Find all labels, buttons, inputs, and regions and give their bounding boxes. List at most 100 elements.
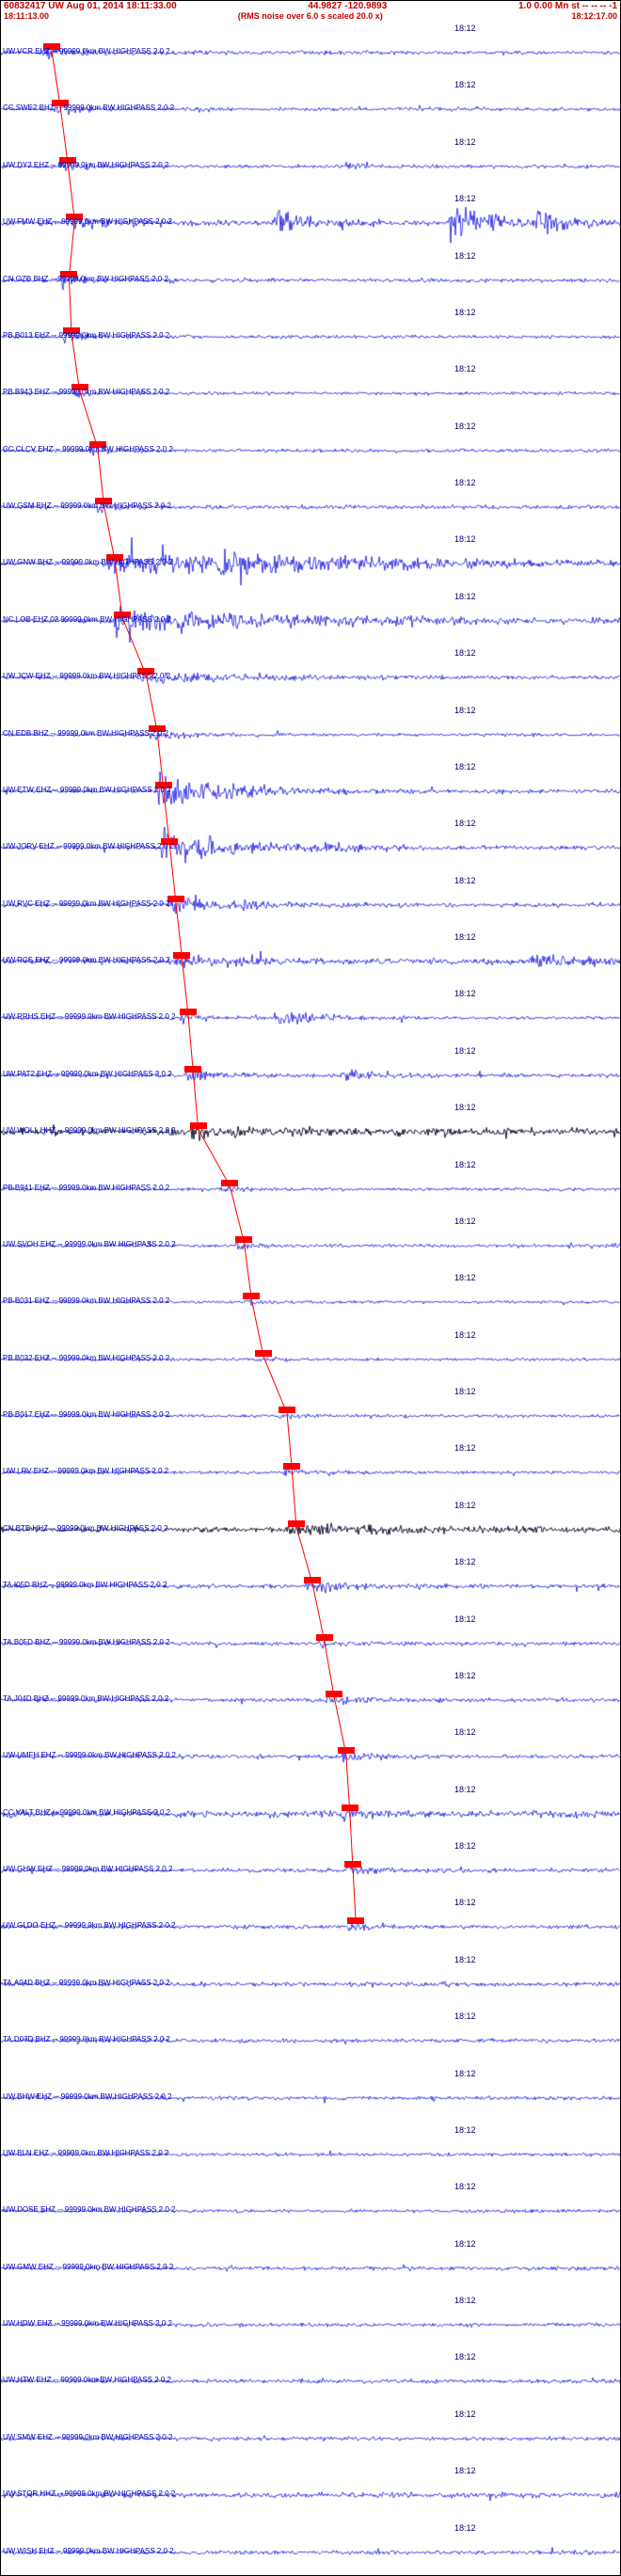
trace-row[interactable]: 18:12 CN.BTB HHZ -- 99999.0km BW HIGHPAS… xyxy=(1,1497,620,1554)
pick-flag[interactable] xyxy=(173,952,191,959)
station-label: CC.CLCV EHZ -- 99999.0km BW HIGHPASS 2.0… xyxy=(3,444,173,453)
waveform-canvas[interactable] xyxy=(1,2520,620,2575)
waveform-canvas[interactable] xyxy=(1,2065,620,2123)
pick-flag[interactable] xyxy=(341,1804,358,1811)
trace-row[interactable]: 18:12 UW.GSM EHZ -- 99999.0km BW HIGHPAS… xyxy=(1,475,620,532)
trace-row[interactable]: 18:12 UW.HTW EHZ -- 99999.0km BW HIGHPAS… xyxy=(1,2349,620,2407)
trace-row[interactable]: 18:12 TA.D03D BHZ -- 99999.0km BW HIGHPA… xyxy=(1,2009,620,2066)
pick-flag[interactable] xyxy=(343,1861,361,1868)
trace-row[interactable]: 18:12 UW.RCS EHZ -- 99999.0km BW HIGHPAS… xyxy=(1,930,620,986)
waveform-canvas[interactable] xyxy=(1,2406,620,2463)
minute-tick-label: 18:12 xyxy=(454,2238,476,2249)
minute-tick-label: 18:12 xyxy=(454,250,476,261)
trace-row[interactable]: 18:12 UW.BLN EHZ -- 99999.0km BW HIGHPAS… xyxy=(1,2122,620,2179)
pick-flag[interactable] xyxy=(235,1235,253,1243)
pick-flag[interactable] xyxy=(287,1519,305,1527)
minute-tick-label: 18:12 xyxy=(454,1557,476,1567)
minute-tick-label: 18:12 xyxy=(454,2466,476,2476)
pick-flag[interactable] xyxy=(184,1065,202,1073)
trace-row[interactable]: 18:12 UW.JORV EHZ -- 99999.0km BW HIGHPA… xyxy=(1,816,620,873)
pick-flag[interactable] xyxy=(189,1122,207,1130)
waveform-canvas[interactable] xyxy=(1,1951,620,2009)
trace-row[interactable]: 18:12 CC.SWE2 BHZ -- 99999.0km BW HIGHPA… xyxy=(1,77,620,135)
trace-row[interactable]: 18:12 UW.UMFH EHZ -- 99999.0km BW HIGHPA… xyxy=(1,1725,620,1782)
waveform-canvas[interactable] xyxy=(1,2463,620,2520)
trace-row[interactable]: 18:12 UW.RVC EHZ -- 99999.0km BW HIGHPAS… xyxy=(1,872,620,930)
trace-row[interactable]: 18:12 UW.ETW EHZ -- 99999.0km BW HIGHPAS… xyxy=(1,758,620,816)
station-label: CN.BTB HHZ -- 99999.0km BW HIGHPASS 2.0 … xyxy=(3,1523,168,1533)
station-label: TA.I05D BHZ -- 99999.0km BW HIGHPASS 2.0… xyxy=(3,1581,167,1590)
pick-flag[interactable] xyxy=(254,1349,272,1357)
trace-row[interactable]: 18:12 UW.RRHS EHZ -- 99999.0km BW HIGHPA… xyxy=(1,986,620,1043)
trace-row[interactable]: 18:12 TA.J04D BHZ -- 99999.0km BW HIGHPA… xyxy=(1,1667,620,1725)
trace-row[interactable]: 18:12 UW.BHW EHZ -- 99999.0km BW HIGHPAS… xyxy=(1,2065,620,2123)
trace-row[interactable]: 18:12 CC.CLCV EHZ -- 99999.0km BW HIGHPA… xyxy=(1,418,620,475)
pick-flag[interactable] xyxy=(337,1747,355,1755)
waveform-canvas[interactable] xyxy=(1,2122,620,2179)
trace-row[interactable]: 18:12 UW.DY2 EHZ -- 99999.0km BW HIGHPAS… xyxy=(1,134,620,191)
trace-row[interactable]: 18:12 UW.HDW EHZ -- 99999.0km BW HIGHPAS… xyxy=(1,2293,620,2349)
station-label: UW.GHW EHZ -- 99999.0km BW HIGHPASS 2.0 … xyxy=(3,1865,173,1873)
waveform-canvas[interactable] xyxy=(1,2009,620,2066)
pick-flag[interactable] xyxy=(221,1179,239,1186)
station-label: UW.DY2 EHZ -- 99999.0km BW HIGHPASS 2.0 … xyxy=(3,160,169,169)
minute-tick-label: 18:12 xyxy=(454,2068,476,2078)
pick-flag[interactable] xyxy=(180,1009,198,1016)
pick-flag[interactable] xyxy=(243,1293,261,1300)
window-end-time: 18:12:17.00 xyxy=(571,11,617,21)
station-label: UW.UMFH EHZ -- 99999.0km BW HIGHPASS 2.0… xyxy=(3,1751,176,1760)
trace-row[interactable]: 18:12 TA.B05D BHZ -- 99999.0km BW HIGHPA… xyxy=(1,1611,620,1668)
trace-row[interactable]: 18:12 CC.VALT BHZ -- 99999.0km BW HIGHPA… xyxy=(1,1781,620,1838)
trace-row[interactable]: 18:12 UW.STOR HHZ -- 99999.0km BW HIGHPA… xyxy=(1,2463,620,2520)
trace-row[interactable]: 18:12 UW.GHW EHZ -- 99999.0km BW HIGHPAS… xyxy=(1,1838,620,1895)
minute-tick-label: 18:12 xyxy=(454,705,476,715)
pick-flag[interactable] xyxy=(304,1577,322,1584)
waveform-canvas[interactable] xyxy=(1,2179,620,2236)
trace-row[interactable]: 18:12 UW.PAT2 EHZ -- 99999.0km BW HIGHPA… xyxy=(1,1042,620,1100)
trace-row[interactable]: 18:12 PB.B943 EHZ -- 99999.0km BW HIGHPA… xyxy=(1,361,620,419)
trace-row[interactable]: 18:12 UW.SVOH EHZ -- 99999.0km BW HIGHPA… xyxy=(1,1213,620,1270)
trace-row[interactable]: 18:12 PB.B017 EHZ -- 99999.0km BW HIGHPA… xyxy=(1,1384,620,1440)
waveform-canvas[interactable] xyxy=(1,2293,620,2349)
trace-row[interactable]: 18:12 PB.B941 EHZ -- 99999.0km BW HIGHPA… xyxy=(1,1156,620,1214)
trace-row[interactable]: 18:12 UW.LRV EHZ -- 99999.0km BW HIGHPAS… xyxy=(1,1440,620,1498)
trace-row[interactable]: 18:12 PB.B031 EHZ -- 99999.0km BW HIGHPA… xyxy=(1,1270,620,1328)
pick-flag[interactable] xyxy=(315,1633,333,1641)
trace-row[interactable]: 18:12 UW.FMW EHZ -- 99999.0km BW HIGHPAS… xyxy=(1,191,620,248)
trace-row[interactable]: 18:12 NC.LOB EHZ.02 99999.0km BW HIGHPAS… xyxy=(1,588,620,645)
trace-row[interactable]: 18:12 UW.SMW EHZ -- 99999.0km BW HIGHPAS… xyxy=(1,2406,620,2463)
waveform-canvas[interactable] xyxy=(1,2349,620,2407)
station-label: UW.GNW BHZ -- 99999.0km BW HIGHPASS 2.0 … xyxy=(3,558,173,567)
pick-flag[interactable] xyxy=(279,1407,296,1413)
trace-row[interactable]: 18:12 CN.EDB BHZ -- 99999.0km BW HIGHPAS… xyxy=(1,702,620,759)
pick-flag[interactable] xyxy=(42,43,60,50)
trace-row[interactable]: 18:12 UW.JCW EHZ -- 99999.0km BW HIGHPAS… xyxy=(1,645,620,703)
minute-tick-label: 18:12 xyxy=(454,1387,476,1396)
station-label: TA.D03D BHZ -- 99999.0km BW HIGHPASS 2.0… xyxy=(3,2035,170,2044)
trace-row[interactable]: 18:12 UW.VCR EHZ -- 99999.0km BW HIGHPAS… xyxy=(1,21,620,77)
minute-tick-label: 18:12 xyxy=(454,421,476,431)
trace-row[interactable]: 18:12 UW.WISH EHZ -- 99999.0km BW HIGHPA… xyxy=(1,2520,620,2575)
trace-row[interactable]: 18:12 PB.B032 EHZ -- 99999.0km BW HIGHPA… xyxy=(1,1327,620,1384)
pick-flag[interactable] xyxy=(283,1463,301,1471)
waveform-canvas[interactable] xyxy=(1,2235,620,2293)
trace-row[interactable]: 18:12 CN.OZB BHZ -- 99999.0km BW HIGHPAS… xyxy=(1,247,620,305)
trace-row[interactable]: 18:12 UW.GMW EHZ -- 99999.0km BW HIGHPAS… xyxy=(1,2235,620,2293)
minute-tick-label: 18:12 xyxy=(454,1898,476,1908)
trace-row[interactable]: 18:12 TA.I05D BHZ -- 99999.0km BW HIGHPA… xyxy=(1,1554,620,1612)
minute-tick-label: 18:12 xyxy=(454,478,476,487)
minute-tick-label: 18:12 xyxy=(454,875,476,885)
trace-row[interactable]: 18:12 TA.A04D BHZ -- 99999.0km BW HIGHPA… xyxy=(1,1951,620,2009)
pick-flag[interactable] xyxy=(326,1690,343,1697)
trace-row[interactable]: 18:12 PB.B013 EHZ -- 99999.0km BW HIGHPA… xyxy=(1,304,620,361)
trace-row[interactable]: 18:12 UW.WOLL HHZ -- 99999.0km BW HIGHPA… xyxy=(1,1100,620,1157)
trace-row[interactable]: 18:12 UW.GNW BHZ -- 99999.0km BW HIGHPAS… xyxy=(1,532,620,589)
pick-flag[interactable] xyxy=(347,1917,365,1925)
station-label: UW.JCW EHZ -- 99999.0km BW HIGHPASS 2.0 … xyxy=(3,672,171,681)
event-id-origin-time: 60832417 UW Aug 01, 2014 18:11:33.00 xyxy=(4,1,177,11)
minute-tick-label: 18:12 xyxy=(454,1614,476,1624)
trace-row[interactable]: 18:12 UW.DOSE EHZ -- 99999.0km BW HIGHPA… xyxy=(1,2179,620,2236)
station-label: UW.BHW EHZ -- 99999.0km BW HIGHPASS 2.0 … xyxy=(3,2091,172,2101)
trace-row[interactable]: 18:12 UW.GLDO EHZ -- 99999.0km BW HIGHPA… xyxy=(1,1895,620,1952)
